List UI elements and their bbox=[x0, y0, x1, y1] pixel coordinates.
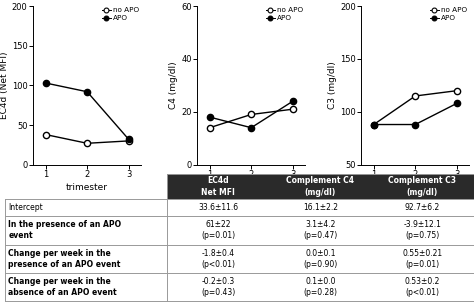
Text: Complement C4
(mg/dl): Complement C4 (mg/dl) bbox=[286, 176, 355, 196]
Text: 3.1±4.2
(p=0.47): 3.1±4.2 (p=0.47) bbox=[303, 220, 337, 240]
X-axis label: trimester: trimester bbox=[230, 183, 272, 192]
Legend: no APO, APO: no APO, APO bbox=[429, 6, 468, 22]
Bar bbox=[270, 174, 371, 199]
Y-axis label: C3 (mg/dl): C3 (mg/dl) bbox=[328, 62, 337, 109]
Text: Change per week in the
presence of an APO event: Change per week in the presence of an AP… bbox=[9, 249, 121, 269]
Text: EC4d
Net MFI: EC4d Net MFI bbox=[201, 176, 235, 196]
Text: Intercept: Intercept bbox=[9, 203, 43, 212]
Text: 33.6±11.6: 33.6±11.6 bbox=[198, 203, 238, 212]
Text: -0.2±0.3
(p=0.43): -0.2±0.3 (p=0.43) bbox=[201, 277, 236, 297]
X-axis label: trimester: trimester bbox=[66, 183, 108, 192]
Text: In the presence of an APO
event: In the presence of an APO event bbox=[9, 220, 122, 240]
Text: 16.1±2.2: 16.1±2.2 bbox=[303, 203, 338, 212]
Text: -3.9±12.1
(p=0.75): -3.9±12.1 (p=0.75) bbox=[403, 220, 441, 240]
Bar bbox=[167, 174, 270, 199]
Text: 0.55±0.21
(p=0.01): 0.55±0.21 (p=0.01) bbox=[402, 249, 442, 269]
Text: 92.7±6.2: 92.7±6.2 bbox=[405, 203, 440, 212]
Text: Complement C3
(mg/dl): Complement C3 (mg/dl) bbox=[388, 176, 456, 196]
Bar bbox=[371, 174, 474, 199]
X-axis label: trimester: trimester bbox=[394, 183, 436, 192]
Text: 0.53±0.2
(p<0.01): 0.53±0.2 (p<0.01) bbox=[405, 277, 440, 297]
Y-axis label: EC4d (Net MFI): EC4d (Net MFI) bbox=[0, 52, 9, 119]
Legend: no APO, APO: no APO, APO bbox=[265, 6, 304, 22]
Text: 0.0±0.1
(p=0.90): 0.0±0.1 (p=0.90) bbox=[303, 249, 337, 269]
Text: Change per week in the
absence of an APO event: Change per week in the absence of an APO… bbox=[9, 277, 117, 297]
Y-axis label: C4 (mg/dl): C4 (mg/dl) bbox=[169, 62, 178, 109]
Text: 61±22
(p=0.01): 61±22 (p=0.01) bbox=[201, 220, 235, 240]
Text: 0.1±0.0
(p=0.28): 0.1±0.0 (p=0.28) bbox=[303, 277, 337, 297]
Text: -1.8±0.4
(p<0.01): -1.8±0.4 (p<0.01) bbox=[201, 249, 235, 269]
Legend: no APO, APO: no APO, APO bbox=[101, 6, 140, 22]
